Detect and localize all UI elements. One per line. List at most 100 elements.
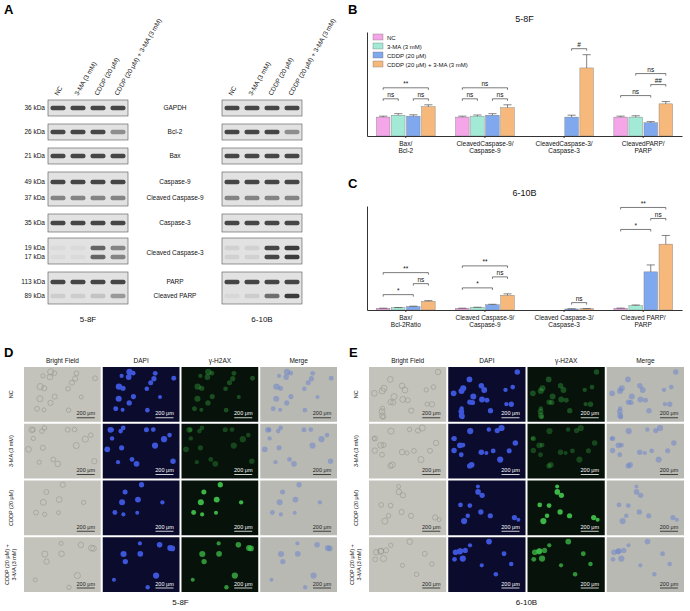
nucleus	[399, 383, 405, 389]
nucleus	[267, 436, 271, 440]
nucleus	[388, 503, 393, 508]
scale-bar	[502, 531, 520, 532]
nucleus	[116, 460, 120, 464]
nucleus	[399, 449, 405, 455]
nucleus	[240, 436, 246, 442]
nucleus	[591, 515, 596, 520]
nucleus	[186, 427, 192, 433]
nucleus	[461, 518, 467, 524]
tick-label-line: PARP	[635, 147, 652, 154]
nucleus	[35, 406, 40, 411]
micrograph-ground	[103, 537, 180, 592]
micrograph: 200 μm	[448, 481, 525, 536]
tick-label-line: Caspase-9	[469, 321, 501, 329]
nucleus	[218, 482, 223, 487]
nucleus	[561, 387, 567, 393]
tick-label-line: CleavedPARP/	[622, 140, 665, 147]
micrograph-ground	[260, 537, 337, 592]
nucleus	[422, 551, 427, 556]
band	[225, 246, 240, 250]
nucleus	[137, 551, 143, 557]
significance-bracket	[636, 74, 666, 76]
band	[111, 130, 126, 134]
nucleus	[306, 380, 311, 385]
nucleus	[458, 503, 463, 508]
significance-bracket	[492, 277, 507, 279]
legend: NC3-MA (3 mM)CDDP (20 μM)CDDP (20 μM) + …	[373, 34, 468, 68]
nucleus	[230, 427, 235, 432]
scale-bar-label: 200 μm	[77, 467, 96, 473]
nucleus	[425, 402, 429, 406]
micrograph: 200 μm	[369, 367, 446, 422]
significance-label: ns	[497, 269, 505, 276]
nucleus	[634, 484, 638, 488]
row-label-line: CDDP (20 μM)	[353, 490, 359, 526]
scale-bar	[313, 417, 331, 418]
row-label-line: NC	[353, 390, 359, 398]
band	[245, 246, 260, 250]
nucleus	[550, 394, 556, 400]
legend-swatch	[373, 52, 383, 58]
band	[265, 196, 280, 200]
nucleus	[565, 539, 571, 545]
nucleus	[127, 400, 132, 405]
micrograph: 200 μm	[182, 481, 259, 536]
row-label: CDDP (20 μM)	[353, 490, 359, 526]
nucleus	[329, 376, 334, 381]
bar	[471, 307, 485, 310]
tick: CleavedCaspase-3/Caspase-3	[536, 136, 593, 155]
scale-bar-label: 200 μm	[581, 524, 600, 530]
nucleus	[673, 369, 679, 375]
nucleus	[195, 383, 201, 389]
bar	[659, 244, 673, 310]
nucleus	[372, 390, 378, 396]
error-bar	[568, 308, 576, 309]
scale-bar-label: 200 μm	[660, 524, 679, 530]
bar	[391, 115, 405, 136]
bar	[422, 301, 436, 310]
nucleus	[277, 374, 281, 378]
nucleus	[66, 408, 71, 413]
x-axis: Bax/Bcl-2RatioCleaved Caspase-9/Caspase-…	[368, 310, 683, 329]
nucleus	[188, 427, 193, 432]
nucleus	[626, 543, 630, 547]
scale-bar-label: 200 μm	[581, 467, 600, 473]
nucleus	[427, 448, 432, 453]
nucleus	[167, 545, 173, 551]
nucleus	[643, 451, 647, 455]
scale-bar-label: 200 μm	[155, 581, 174, 587]
nucleus	[309, 442, 315, 448]
nucleus	[134, 461, 140, 467]
nucleus	[467, 377, 473, 383]
row-label: CDDP (20 μM) +3-MA (3 mM)	[4, 544, 17, 585]
error-bar	[503, 105, 511, 108]
row-label-line: 3-MA (3 mM)	[356, 549, 362, 581]
nucleus	[372, 436, 377, 441]
significance-bracket	[572, 303, 587, 305]
nucleus	[288, 371, 293, 376]
nucleus	[621, 548, 626, 553]
band	[51, 246, 66, 250]
scale-bar	[313, 474, 331, 475]
nucleus	[488, 408, 493, 413]
nucleus	[495, 428, 500, 433]
nucleus	[381, 415, 385, 419]
micrograph: 200 μm	[103, 424, 180, 479]
band	[51, 154, 66, 158]
nucleus	[284, 400, 289, 405]
nucleus	[237, 395, 241, 399]
nucleus	[588, 562, 593, 567]
significance-bracket	[413, 284, 428, 286]
micrograph-ground	[448, 481, 525, 536]
nucleus	[433, 515, 438, 520]
nucleus	[200, 512, 204, 516]
error-bar	[424, 105, 432, 107]
nucleus	[198, 499, 204, 505]
nucleus	[279, 512, 283, 516]
error-bar	[583, 308, 591, 309]
band	[225, 130, 240, 134]
nucleus	[372, 448, 377, 453]
band	[51, 196, 66, 200]
nucleus	[201, 559, 206, 564]
nucleus	[430, 562, 435, 567]
